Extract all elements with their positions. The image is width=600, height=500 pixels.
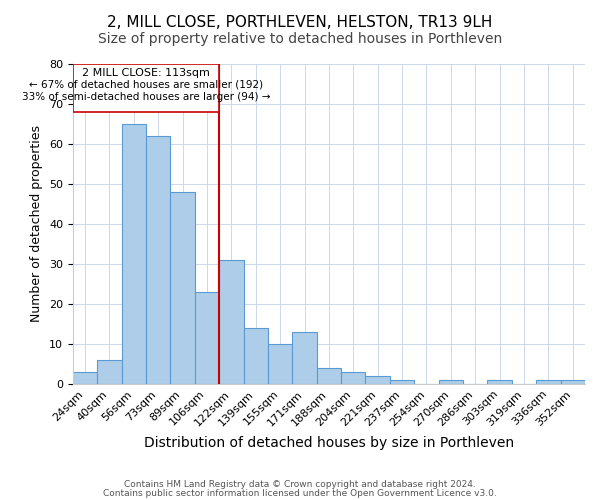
Text: 33% of semi-detached houses are larger (94) →: 33% of semi-detached houses are larger (…: [22, 92, 270, 102]
Bar: [170, 192, 195, 384]
Bar: [73, 372, 97, 384]
Bar: [219, 260, 244, 384]
Text: ← 67% of detached houses are smaller (192): ← 67% of detached houses are smaller (19…: [29, 80, 263, 90]
Text: 2 MILL CLOSE: 113sqm: 2 MILL CLOSE: 113sqm: [82, 68, 210, 78]
Text: Contains HM Land Registry data © Crown copyright and database right 2024.: Contains HM Land Registry data © Crown c…: [124, 480, 476, 489]
FancyBboxPatch shape: [73, 64, 219, 112]
Bar: [439, 380, 463, 384]
Bar: [195, 292, 219, 384]
Bar: [536, 380, 560, 384]
Bar: [341, 372, 365, 384]
Y-axis label: Number of detached properties: Number of detached properties: [31, 126, 43, 322]
Bar: [487, 380, 512, 384]
Text: Size of property relative to detached houses in Porthleven: Size of property relative to detached ho…: [98, 32, 502, 46]
Bar: [317, 368, 341, 384]
Bar: [97, 360, 122, 384]
Bar: [292, 332, 317, 384]
X-axis label: Distribution of detached houses by size in Porthleven: Distribution of detached houses by size …: [144, 436, 514, 450]
Bar: [390, 380, 414, 384]
Bar: [146, 136, 170, 384]
Text: 2, MILL CLOSE, PORTHLEVEN, HELSTON, TR13 9LH: 2, MILL CLOSE, PORTHLEVEN, HELSTON, TR13…: [107, 15, 493, 30]
Bar: [365, 376, 390, 384]
Bar: [122, 124, 146, 384]
Bar: [560, 380, 585, 384]
Text: Contains public sector information licensed under the Open Government Licence v3: Contains public sector information licen…: [103, 488, 497, 498]
Bar: [268, 344, 292, 384]
Bar: [244, 328, 268, 384]
